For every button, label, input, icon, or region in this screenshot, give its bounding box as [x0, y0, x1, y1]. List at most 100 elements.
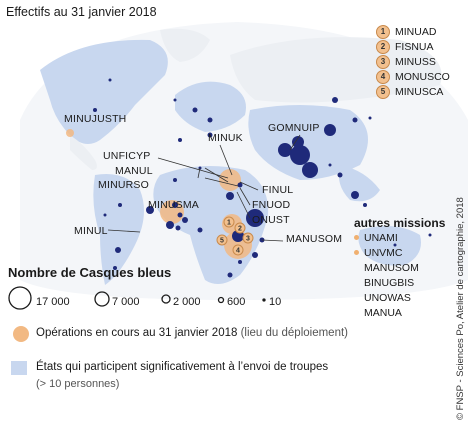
other-mission-name: BINUGBIS	[364, 276, 415, 289]
mission-item: 4 MONUSCO	[376, 69, 450, 84]
troops-mali-a	[177, 212, 183, 218]
land-europe	[175, 81, 246, 132]
label-manul: MANUL	[115, 165, 153, 177]
legend-contributors-note: (> 10 personnes)	[36, 378, 120, 390]
troops-spain	[178, 138, 182, 142]
troops-south-africa	[227, 272, 233, 278]
label-manusom: MANUSOM	[286, 233, 343, 245]
label-minusma: MINUSMA	[148, 199, 199, 211]
label-onust: ONUST	[252, 214, 290, 226]
legend-size-2000	[161, 294, 171, 304]
troop-circles	[93, 78, 432, 278]
marker-4: 4	[236, 248, 240, 255]
troops-ethiopia	[246, 209, 264, 227]
troops-bangladesh	[302, 162, 318, 178]
label-minuk: MINUK	[208, 132, 243, 144]
troops-china	[324, 124, 336, 136]
legend-size-heading: Nombre de Casques bleus	[8, 265, 172, 280]
other-mission-name: UNAMI	[364, 231, 398, 244]
label-unficyp: UNFICYP	[103, 150, 151, 162]
legend-size-label: 7 000	[112, 296, 140, 308]
label-fnuod: FNUOD	[252, 199, 291, 211]
land-central-america	[70, 135, 97, 170]
marker-5: 5	[220, 238, 224, 245]
mission-number: 4	[376, 69, 390, 84]
troops-zambia	[238, 260, 242, 264]
troops-burkina	[172, 202, 178, 208]
other-mission-name: UNOWAS	[364, 291, 411, 304]
other-mission-item: UNVMC	[354, 245, 445, 260]
legend-contributor-swatch	[11, 361, 27, 375]
other-missions-list: autres missions UNAMI UNVMC MANUSOM BINU…	[354, 215, 445, 320]
legend-operation-swatch	[13, 326, 29, 342]
troops-fiji	[428, 233, 432, 237]
other-mission-item: MANUSOM	[354, 260, 445, 275]
troops-togo	[175, 225, 181, 231]
land-south-america	[93, 174, 144, 285]
troops-japan	[368, 116, 372, 120]
mission-dot-icon	[354, 235, 359, 240]
mission-name: MINUSS	[395, 55, 436, 68]
label-minurso: MINURSO	[98, 179, 149, 191]
marker-3: 3	[246, 236, 250, 243]
marker-1: 1	[227, 220, 231, 227]
legend-size-600	[217, 296, 225, 304]
troops-brazil	[118, 203, 122, 207]
mission-number: 2	[376, 39, 390, 54]
troops-argentina	[113, 266, 117, 270]
troops-egypt	[226, 192, 234, 200]
troops-canada	[108, 78, 112, 82]
troops-eu	[207, 117, 213, 123]
legend-size-7000	[94, 291, 110, 307]
mission-item: 1 MINUAD	[376, 24, 450, 39]
mission-number: 5	[376, 84, 390, 99]
troops-indonesia-b	[363, 203, 367, 207]
operation-lebanon-syria	[219, 169, 241, 191]
leader-lines	[107, 134, 301, 242]
troops-australia	[393, 243, 397, 247]
troops-italy	[207, 132, 213, 138]
troops-india	[290, 145, 310, 165]
land-greenland	[160, 28, 210, 62]
other-mission-item: BINUGBIS	[354, 275, 445, 290]
legend-sizes	[8, 286, 266, 310]
legend-contributors-label: États qui participent significativement …	[36, 361, 329, 373]
land-north-america	[40, 39, 168, 144]
legend-size-17000	[8, 286, 32, 310]
mission-name: MINUSCA	[395, 85, 444, 98]
legend-size-label: 17 000	[36, 296, 70, 308]
troops-ghana	[166, 221, 174, 229]
troops-pakistan	[278, 143, 292, 157]
other-mission-item: MANUA	[354, 305, 445, 320]
mission-markers: 1 2 3 4 5	[216, 216, 254, 256]
map-credit: © FNSP - Sciences Po, Atelier de cartogr…	[455, 197, 466, 420]
label-minujusth: MINUJUSTH	[64, 113, 127, 125]
troops-usa	[93, 108, 97, 112]
mission-item: 5 MINUSCA	[376, 84, 450, 99]
legend-size-10	[262, 298, 266, 302]
legend-size-label: 10	[269, 296, 282, 308]
mission-dot-icon	[354, 250, 359, 255]
legend-operations-note: (lieu du déploiement)	[240, 327, 348, 339]
mission-item: 2 FISNUA	[376, 39, 450, 54]
other-mission-name: MANUA	[364, 306, 402, 319]
troops-mongolia	[332, 97, 338, 103]
label-finul: FINUL	[262, 184, 294, 196]
marker-2: 2	[238, 226, 242, 233]
troops-cameroon	[197, 227, 203, 233]
other-mission-item: UNAMI	[354, 230, 445, 245]
label-gomnuip: GOMNUIP	[268, 122, 320, 134]
other-mission-item: UNOWAS	[354, 290, 445, 305]
troops-uruguay	[115, 247, 121, 253]
troops-france	[192, 107, 198, 113]
other-mission-name: MANUSOM	[364, 261, 419, 274]
mission-name: FISNUA	[395, 40, 434, 53]
troops-korea	[352, 117, 358, 123]
operation-haiti	[66, 129, 74, 137]
land-asia	[248, 105, 368, 180]
troops-senegal	[146, 206, 154, 214]
mission-name: MINUAD	[395, 25, 437, 38]
other-mission-name: UNVMC	[364, 246, 403, 259]
troops-thailand	[328, 163, 332, 167]
